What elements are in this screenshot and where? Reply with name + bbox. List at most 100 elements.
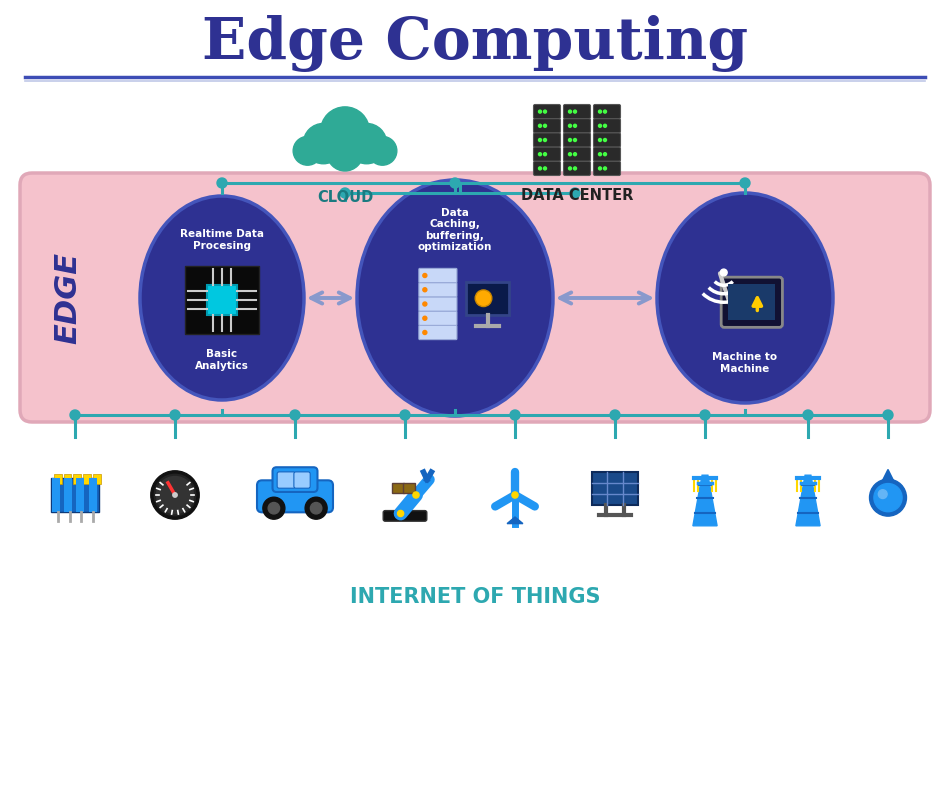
FancyBboxPatch shape	[419, 311, 457, 325]
FancyBboxPatch shape	[594, 118, 620, 133]
Text: CLOUD: CLOUD	[317, 191, 373, 205]
Circle shape	[539, 110, 542, 113]
Circle shape	[879, 489, 887, 498]
FancyBboxPatch shape	[50, 478, 99, 512]
FancyBboxPatch shape	[594, 147, 620, 161]
Circle shape	[157, 477, 194, 514]
FancyBboxPatch shape	[534, 147, 560, 161]
FancyBboxPatch shape	[294, 472, 311, 488]
Circle shape	[603, 124, 606, 127]
Text: Machine to
Machine: Machine to Machine	[712, 353, 777, 374]
Circle shape	[603, 138, 606, 142]
Circle shape	[347, 123, 387, 163]
FancyBboxPatch shape	[73, 474, 81, 484]
Circle shape	[327, 135, 363, 171]
Ellipse shape	[140, 196, 304, 400]
Circle shape	[574, 124, 577, 127]
FancyBboxPatch shape	[383, 510, 427, 521]
Circle shape	[543, 124, 546, 127]
FancyBboxPatch shape	[64, 474, 71, 484]
Polygon shape	[880, 469, 896, 485]
Text: Edge Computing: Edge Computing	[202, 14, 748, 72]
Circle shape	[151, 471, 200, 519]
Circle shape	[700, 410, 710, 420]
Circle shape	[512, 492, 518, 498]
Circle shape	[598, 153, 601, 155]
Circle shape	[610, 410, 620, 420]
Circle shape	[574, 167, 577, 170]
FancyBboxPatch shape	[563, 118, 591, 133]
Ellipse shape	[657, 193, 833, 403]
Circle shape	[475, 290, 492, 307]
Circle shape	[543, 167, 546, 170]
Circle shape	[543, 138, 546, 142]
Circle shape	[598, 138, 601, 142]
Circle shape	[368, 136, 397, 165]
Circle shape	[303, 123, 344, 163]
Circle shape	[574, 153, 577, 155]
Circle shape	[543, 153, 546, 155]
FancyBboxPatch shape	[419, 297, 457, 311]
Circle shape	[400, 410, 410, 420]
Circle shape	[574, 110, 577, 113]
Text: Data
Caching,
buffering,
optimization: Data Caching, buffering, optimization	[418, 208, 492, 253]
Circle shape	[397, 510, 404, 517]
Polygon shape	[507, 517, 522, 523]
FancyBboxPatch shape	[534, 105, 560, 118]
Circle shape	[263, 497, 285, 519]
Circle shape	[568, 124, 572, 127]
Circle shape	[268, 502, 279, 514]
Circle shape	[539, 124, 542, 127]
Polygon shape	[693, 475, 717, 526]
FancyBboxPatch shape	[257, 481, 333, 512]
FancyBboxPatch shape	[594, 133, 620, 147]
FancyBboxPatch shape	[728, 284, 775, 320]
Circle shape	[568, 138, 572, 142]
FancyBboxPatch shape	[76, 478, 85, 512]
Circle shape	[423, 287, 427, 291]
FancyBboxPatch shape	[721, 277, 783, 328]
FancyBboxPatch shape	[185, 266, 259, 334]
FancyBboxPatch shape	[563, 105, 591, 118]
Circle shape	[598, 124, 601, 127]
Circle shape	[568, 110, 572, 113]
FancyBboxPatch shape	[54, 474, 62, 484]
Circle shape	[423, 331, 427, 335]
Circle shape	[423, 302, 427, 306]
Circle shape	[173, 493, 178, 497]
FancyBboxPatch shape	[563, 147, 591, 161]
Ellipse shape	[357, 180, 553, 416]
FancyBboxPatch shape	[64, 478, 72, 512]
FancyBboxPatch shape	[51, 478, 60, 512]
FancyBboxPatch shape	[88, 478, 97, 512]
FancyBboxPatch shape	[419, 325, 457, 340]
FancyBboxPatch shape	[534, 161, 560, 175]
Text: Basic
Analytics: Basic Analytics	[195, 349, 249, 371]
Polygon shape	[796, 475, 820, 526]
Circle shape	[510, 410, 520, 420]
FancyBboxPatch shape	[20, 173, 930, 422]
Circle shape	[539, 138, 542, 142]
Circle shape	[598, 110, 601, 113]
Circle shape	[539, 167, 542, 170]
FancyBboxPatch shape	[83, 474, 91, 484]
FancyBboxPatch shape	[277, 472, 295, 488]
Circle shape	[740, 178, 750, 188]
Circle shape	[320, 107, 370, 156]
Circle shape	[217, 178, 227, 188]
Circle shape	[423, 316, 427, 320]
Circle shape	[603, 167, 606, 170]
FancyBboxPatch shape	[92, 474, 101, 484]
FancyBboxPatch shape	[594, 161, 620, 175]
FancyBboxPatch shape	[419, 268, 457, 283]
Text: Realtime Data
Procesing: Realtime Data Procesing	[180, 229, 264, 251]
FancyBboxPatch shape	[592, 472, 638, 505]
Text: INTERNET OF THINGS: INTERNET OF THINGS	[350, 587, 600, 607]
Circle shape	[568, 153, 572, 155]
FancyBboxPatch shape	[466, 282, 509, 315]
Circle shape	[883, 410, 893, 420]
Circle shape	[603, 153, 606, 155]
Circle shape	[539, 153, 542, 155]
Circle shape	[598, 167, 601, 170]
Circle shape	[603, 110, 606, 113]
